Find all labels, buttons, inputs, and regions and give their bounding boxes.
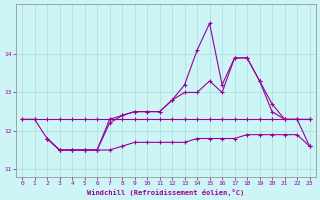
X-axis label: Windchill (Refroidissement éolien,°C): Windchill (Refroidissement éolien,°C) — [87, 189, 244, 196]
